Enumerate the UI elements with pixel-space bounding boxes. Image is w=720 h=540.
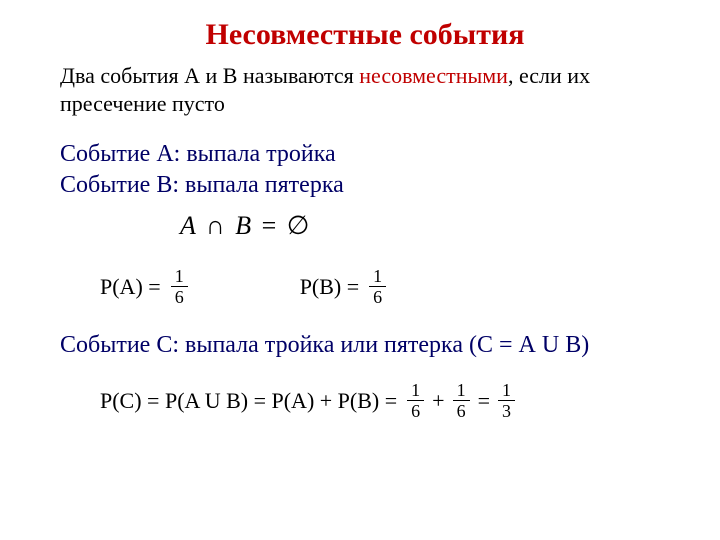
prob-c-f3-num: 1 [498,381,515,401]
prob-b-den: 6 [369,287,386,306]
prob-c-f3: 1 3 [498,381,515,420]
event-a: Событие А: выпала тройка [60,139,670,170]
definition-line: Два события А и В называются несовместны… [60,62,670,117]
prob-row: P(A) = 1 6 P(B) = 1 6 [60,267,670,306]
prob-c-plus: + [432,388,444,414]
page-title: Несовместные события [60,18,670,52]
prob-c-f2: 1 6 [453,381,470,420]
prob-a-num: 1 [171,267,188,287]
prob-b-label: P(B) = [300,274,359,300]
definition-pre: Два события А и В называются [60,63,359,88]
prob-c-f1-num: 1 [407,381,424,401]
event-c: Событие С: выпала тройка или пятерка (С … [60,332,670,359]
prob-c-f2-den: 6 [453,401,470,420]
prob-c-lhs: P(C) = P(A U B) = P(A) + P(B) = [100,388,397,414]
prob-c-f1-den: 6 [407,401,424,420]
prob-c-f1: 1 6 [407,381,424,420]
prob-c-eq: = [478,388,490,414]
title-text: Несовместные события [206,18,525,51]
prob-a-label: P(A) = [100,274,161,300]
empty-set-symbol: ∅ [287,211,312,240]
prob-c-line: P(C) = P(A U B) = P(A) + P(B) = 1 6 + 1 … [60,381,670,420]
prob-c-f2-num: 1 [453,381,470,401]
cap-symbol: ∩ [206,211,227,240]
intersection-B: B [235,211,253,240]
prob-a-fraction: 1 6 [171,267,188,306]
prob-b: P(B) = 1 6 [300,267,388,306]
prob-a-den: 6 [171,287,188,306]
prob-a: P(A) = 1 6 [100,267,190,306]
prob-b-fraction: 1 6 [369,267,386,306]
definition-highlight: несовместными [359,63,508,88]
intersection-A: A [180,211,197,240]
intersection-formula: A ∩ B = ∅ [60,211,670,241]
prob-b-num: 1 [369,267,386,287]
events-block: Событие А: выпала тройка Событие В: выпа… [60,139,670,201]
eq-symbol: = [262,211,279,240]
event-b: Событие В: выпала пятерка [60,170,670,201]
prob-c-f3-den: 3 [498,401,515,420]
